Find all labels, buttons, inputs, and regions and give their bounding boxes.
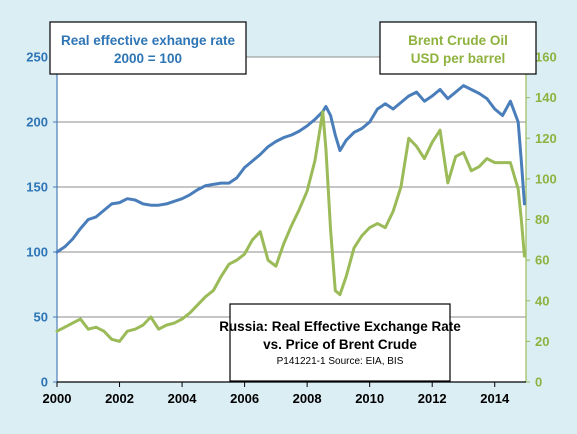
x-tick-label: 2006 xyxy=(230,391,259,406)
left-tick-label: 100 xyxy=(26,245,48,260)
left-tick-label: 250 xyxy=(26,50,48,65)
chart-subtitle: vs. Price of Brent Crude xyxy=(263,337,417,352)
left-axis-title-box: Real effective exhange rate 2000 = 100 xyxy=(49,21,247,75)
right-axis-ticks: 0 20 40 60 80 100 120 140 160 xyxy=(526,50,557,390)
left-tick-label: 0 xyxy=(41,375,48,390)
brent-series-line xyxy=(55,110,526,343)
x-tick-label: 2002 xyxy=(105,391,134,406)
x-tick-label: 2004 xyxy=(168,391,198,406)
x-tick-label: 2012 xyxy=(418,391,447,406)
chart-title-box: Russia: Real Effective Exchange Rate vs.… xyxy=(219,303,461,382)
left-axis-title-frame xyxy=(49,21,247,75)
right-axis-title-line-2: USD per barrel xyxy=(411,51,506,66)
right-tick-label: 100 xyxy=(535,171,557,186)
right-axis-title-box: Brent Crude Oil USD per barrel xyxy=(379,21,537,75)
left-axis-title-line-1: Real effective exhange rate xyxy=(61,33,236,48)
left-tick-label: 200 xyxy=(26,115,48,130)
left-tick-label: 50 xyxy=(34,310,48,325)
left-tick-label: 150 xyxy=(26,180,48,195)
right-tick-label: 20 xyxy=(535,334,549,349)
left-axis-ticks: 0 50 100 150 200 250 xyxy=(26,50,57,390)
x-tick-label: 2010 xyxy=(355,391,384,406)
right-tick-label: 60 xyxy=(535,253,549,268)
x-tick-label: 2008 xyxy=(293,391,322,406)
chart-title-frame xyxy=(229,303,451,382)
right-tick-label: 80 xyxy=(535,212,549,227)
left-axis-title-line-2: 2000 = 100 xyxy=(114,51,182,66)
chart-title: Russia: Real Effective Exchange Rate xyxy=(219,319,461,334)
x-tick-label: 2000 xyxy=(43,391,72,406)
x-axis-ticks: 2000 2002 2004 2006 2008 2010 2012 2014 xyxy=(43,382,510,406)
right-axis-title-line-1: Brent Crude Oil xyxy=(408,33,508,48)
right-tick-label: 40 xyxy=(535,293,549,308)
x-tick-label: 2014 xyxy=(480,391,510,406)
reer-series-line xyxy=(55,84,526,254)
right-axis-title-frame xyxy=(379,21,537,75)
right-tick-label: 0 xyxy=(535,375,542,390)
right-tick-label: 140 xyxy=(535,90,557,105)
right-tick-label: 120 xyxy=(535,131,557,146)
series-layer xyxy=(55,84,526,343)
right-tick-label: 160 xyxy=(535,50,557,65)
chart-source-note: P141221-1 Source: EIA, BIS xyxy=(277,356,404,367)
